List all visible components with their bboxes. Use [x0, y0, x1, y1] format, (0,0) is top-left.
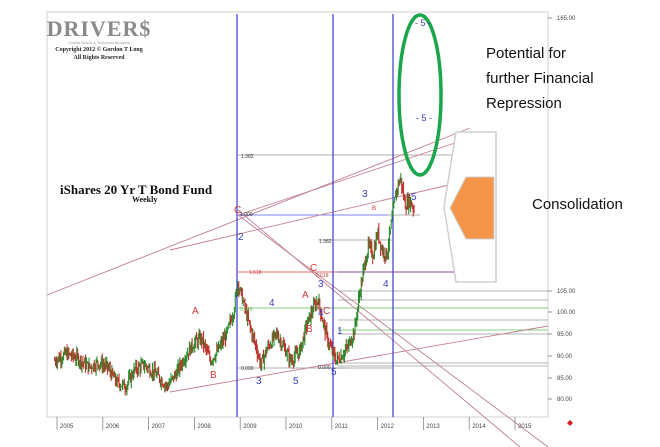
- wave-label: 3: [362, 189, 368, 200]
- x-tick-label: 2010: [289, 424, 303, 430]
- fib-label: 1.000: [240, 212, 253, 218]
- potential-line-1: Potential for: [486, 45, 567, 62]
- wave-label: C: [310, 263, 317, 274]
- wave-label: 5: [411, 192, 417, 203]
- wave-label: B: [306, 324, 313, 335]
- x-tick-label: 2005: [60, 424, 74, 430]
- x-tick-label: 2006: [106, 424, 120, 430]
- fib-label: 1.382: [241, 154, 254, 160]
- repression-ellipse: [397, 13, 443, 177]
- y-tick-label: 80.00: [557, 397, 573, 403]
- wave-label: 1: [337, 326, 343, 337]
- consolidation-arrow: [443, 131, 497, 283]
- wave-label: C: [234, 205, 241, 216]
- wave-label: 2: [238, 232, 244, 243]
- y-tick-label: 95.00: [557, 332, 573, 338]
- x-axis: 2005 2006 2007 2008 2009 2010 2011 2012 2013 2014…: [56, 417, 532, 430]
- y-tick-label: 90.00: [557, 354, 573, 360]
- wave-label: 4: [383, 279, 389, 290]
- fib-label: 0.618: [240, 307, 253, 313]
- wave-label: 5: [293, 376, 299, 387]
- y-tick-label: 85.00: [557, 376, 573, 382]
- wave-label: 3: [256, 376, 262, 387]
- wave-label: B: [210, 370, 217, 381]
- potential-line-3: Repression: [486, 95, 562, 112]
- wave-label: 4: [318, 308, 324, 319]
- wave-label: 4: [269, 298, 275, 309]
- copyright-line: Copyright 2012 © Gordon T Long: [55, 47, 143, 53]
- consolidation-annotation: Consolidation: [532, 196, 623, 213]
- potential-annotation: Potential for further Financial Repressi…: [486, 41, 594, 116]
- y-axis: 165.00 105.00 100.00 95.00 90.00 85.00 80.00: [548, 16, 576, 403]
- y-tick-label: 105.00: [557, 289, 576, 295]
- plot-frame: [46, 11, 549, 418]
- logo: DRIVER$ Global Macro & Technical Analysi…: [45, 16, 153, 64]
- fib-label: 1.618: [249, 270, 262, 276]
- logo-copyright: Copyright 2012 © Gordon T Long All Right…: [45, 46, 153, 62]
- chart-title: iShares 20 Yr T Bond Fund: [60, 182, 213, 197]
- fib-label-group: 1.382 1.000 1.382 1.618 0.000 0.000 0.61…: [240, 154, 332, 372]
- x-tick-label: 2015: [518, 424, 532, 430]
- wave-label: 3: [318, 279, 324, 290]
- target-label: - 5 -: [416, 113, 432, 123]
- x-tick-label: 2012: [381, 424, 395, 430]
- x-tick-label: 2011: [335, 424, 349, 430]
- wave-label: A: [192, 306, 199, 317]
- chart-subtitle: Weekly: [132, 195, 158, 204]
- price-series: [54, 173, 415, 396]
- price-level-lines: [338, 290, 548, 367]
- rights-line: All Rights Reserved: [73, 55, 125, 61]
- x-tick-label: 2013: [426, 424, 440, 430]
- fib-label: 0.618: [316, 273, 329, 279]
- wave-label: 5: [331, 367, 337, 378]
- x-tick-label: 2007: [152, 424, 166, 430]
- y-tick-label: 100.00: [557, 310, 576, 316]
- diamond-marker-icon: [567, 420, 573, 426]
- x-tick-label: 2009: [243, 424, 257, 430]
- wave-label: B: [372, 206, 376, 212]
- y-tick-label: 165.00: [557, 16, 576, 22]
- wave-labels-red: A B C C A B C B: [192, 205, 376, 381]
- wave-label: A: [302, 290, 309, 301]
- logo-title: DRIVER$: [46, 16, 152, 41]
- x-tick-label: 2008: [197, 424, 211, 430]
- logo-tagline: Global Macro & Technical Analysis: [68, 40, 130, 45]
- x-tick-label: 2014: [472, 424, 486, 430]
- wave-labels-blue: 3 4 5 2 1 3 4 5 3 5 4: [238, 189, 417, 387]
- wave-label: C: [323, 306, 330, 317]
- trend-lines: [46, 127, 549, 447]
- fib-label: 0.000: [318, 365, 331, 371]
- target-label: - 5 -: [415, 18, 431, 28]
- fib-label: 0.000: [241, 366, 254, 372]
- potential-line-2: further Financial: [486, 70, 594, 87]
- fib-label: 1.382: [319, 239, 332, 245]
